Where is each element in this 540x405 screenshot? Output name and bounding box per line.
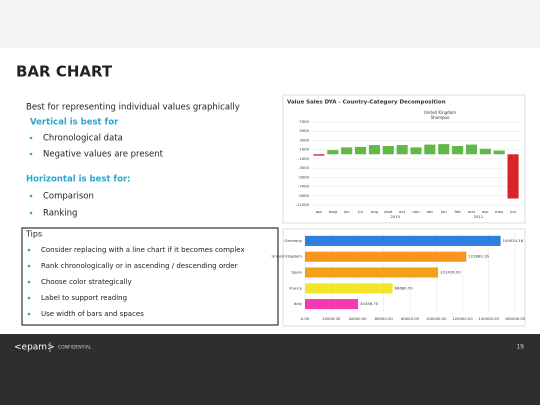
footer — [0, 334, 540, 405]
year-label: 2011 — [474, 214, 484, 219]
list-item: Ranking — [43, 209, 77, 219]
x-tick-label: dec — [426, 209, 433, 214]
x-tick-label: 20000.00 — [322, 316, 341, 321]
bar — [438, 144, 450, 155]
x-tick-label: apr — [482, 209, 489, 214]
y-tick-label: -3000 — [298, 165, 310, 170]
list-item: Use width of bars and spaces — [41, 310, 144, 318]
value-label: 101426.30 — [440, 270, 461, 275]
y-tick-label: Italy — [294, 301, 303, 306]
value-label: 40456.70 — [360, 301, 379, 306]
y-tick-label: 5000 — [299, 128, 309, 133]
bar — [368, 145, 380, 155]
x-tick-label: mag — [329, 209, 338, 214]
bar — [305, 299, 359, 310]
bullet — [27, 312, 31, 316]
bullet — [29, 211, 33, 215]
bullet — [27, 264, 31, 268]
y-tick-label: United Kingdom — [272, 254, 303, 259]
x-tick-label: jan — [440, 209, 447, 214]
bar — [341, 147, 353, 155]
y-tick-label: -1000 — [298, 156, 310, 161]
confidential: CONFIDENTIAL — [58, 345, 92, 351]
y-tick-label: France — [289, 285, 302, 290]
bar — [424, 144, 436, 155]
bullet — [27, 296, 31, 300]
list-item: Negative values are present — [43, 150, 164, 160]
x-tick-label: jun — [343, 209, 350, 214]
value-label: 149024.16 — [503, 238, 524, 243]
x-tick-label: mar — [468, 209, 476, 214]
bar — [327, 150, 339, 155]
x-tick-label: 100000.00 — [426, 316, 447, 321]
x-tick-label: aug — [371, 209, 379, 214]
chart-title: Value Sales DYA - Country-Category Decom… — [287, 100, 446, 106]
value-label: 122880.16 — [468, 254, 489, 259]
top-band — [0, 0, 540, 48]
heading: Vertical is best for — [30, 118, 119, 128]
x-tick-label: 40000.00 — [348, 316, 367, 321]
x-tick-label: oct — [399, 209, 405, 214]
x-tick-label: 0.00 — [301, 316, 310, 321]
bar — [305, 267, 439, 278]
legend: United Kingdom — [424, 110, 456, 115]
x-tick-label: feb — [455, 209, 462, 214]
x-tick-label: apr — [316, 209, 323, 214]
bullet — [27, 248, 31, 252]
bar — [313, 154, 325, 156]
bar — [479, 148, 491, 155]
title: BAR CHART — [16, 63, 113, 81]
page-number: 19 — [516, 344, 524, 351]
bullet — [29, 152, 33, 156]
x-tick-label: jun — [509, 209, 516, 214]
heading: Horizontal is best for: — [26, 175, 131, 185]
y-tick-label: 1000 — [299, 147, 309, 152]
list-item: Comparison — [43, 192, 94, 202]
bar — [382, 145, 394, 155]
y-tick-label: Germany — [285, 238, 303, 243]
bar — [305, 235, 501, 246]
tips-title: Tips — [25, 230, 42, 239]
y-tick-label: -11000 — [296, 202, 310, 207]
x-tick-label: 60000.00 — [375, 316, 394, 321]
list-item: Label to support reading — [41, 294, 127, 302]
y-tick-label: -5000 — [298, 174, 310, 179]
list-item: Chronological data — [43, 134, 123, 144]
bar — [396, 145, 408, 155]
bullet — [27, 280, 31, 284]
list-item: Consider replacing with a line chart if … — [41, 246, 245, 254]
list-item: Rank chronologically or in ascending / d… — [41, 262, 238, 270]
bar — [305, 251, 467, 262]
bullet — [29, 194, 33, 198]
y-tick-label: 3000 — [299, 137, 309, 142]
bar — [507, 154, 519, 199]
x-tick-label: sept — [384, 209, 393, 214]
year-label: 2010 — [390, 214, 400, 219]
y-tick-label: 7000 — [299, 119, 309, 124]
x-tick-label: nov — [413, 209, 421, 214]
bar — [305, 283, 393, 294]
legend: Shampoo — [431, 115, 450, 120]
y-tick-label: -7000 — [298, 184, 310, 189]
y-tick-label: -9000 — [298, 193, 310, 198]
bar — [452, 145, 464, 155]
bullet — [29, 136, 33, 140]
list-item: Choose color strategically — [41, 278, 132, 286]
x-tick-label: 140000.00 — [478, 316, 499, 321]
bar — [493, 150, 505, 155]
x-tick-label: may — [495, 209, 504, 214]
value-label: 66680.70 — [395, 285, 414, 290]
intro: Best for representing individual values … — [26, 103, 240, 113]
bar — [410, 147, 422, 155]
y-tick-label: Spain — [291, 270, 302, 275]
x-tick-label: 160000.00 — [505, 316, 526, 321]
bar — [465, 144, 478, 155]
x-tick-label: jul — [357, 209, 363, 214]
x-tick-label: 120000.00 — [452, 316, 473, 321]
logo: <epam> — [14, 343, 55, 353]
tips-box — [21, 227, 279, 326]
x-tick-label: 80000.00 — [401, 316, 420, 321]
bar — [354, 146, 367, 155]
